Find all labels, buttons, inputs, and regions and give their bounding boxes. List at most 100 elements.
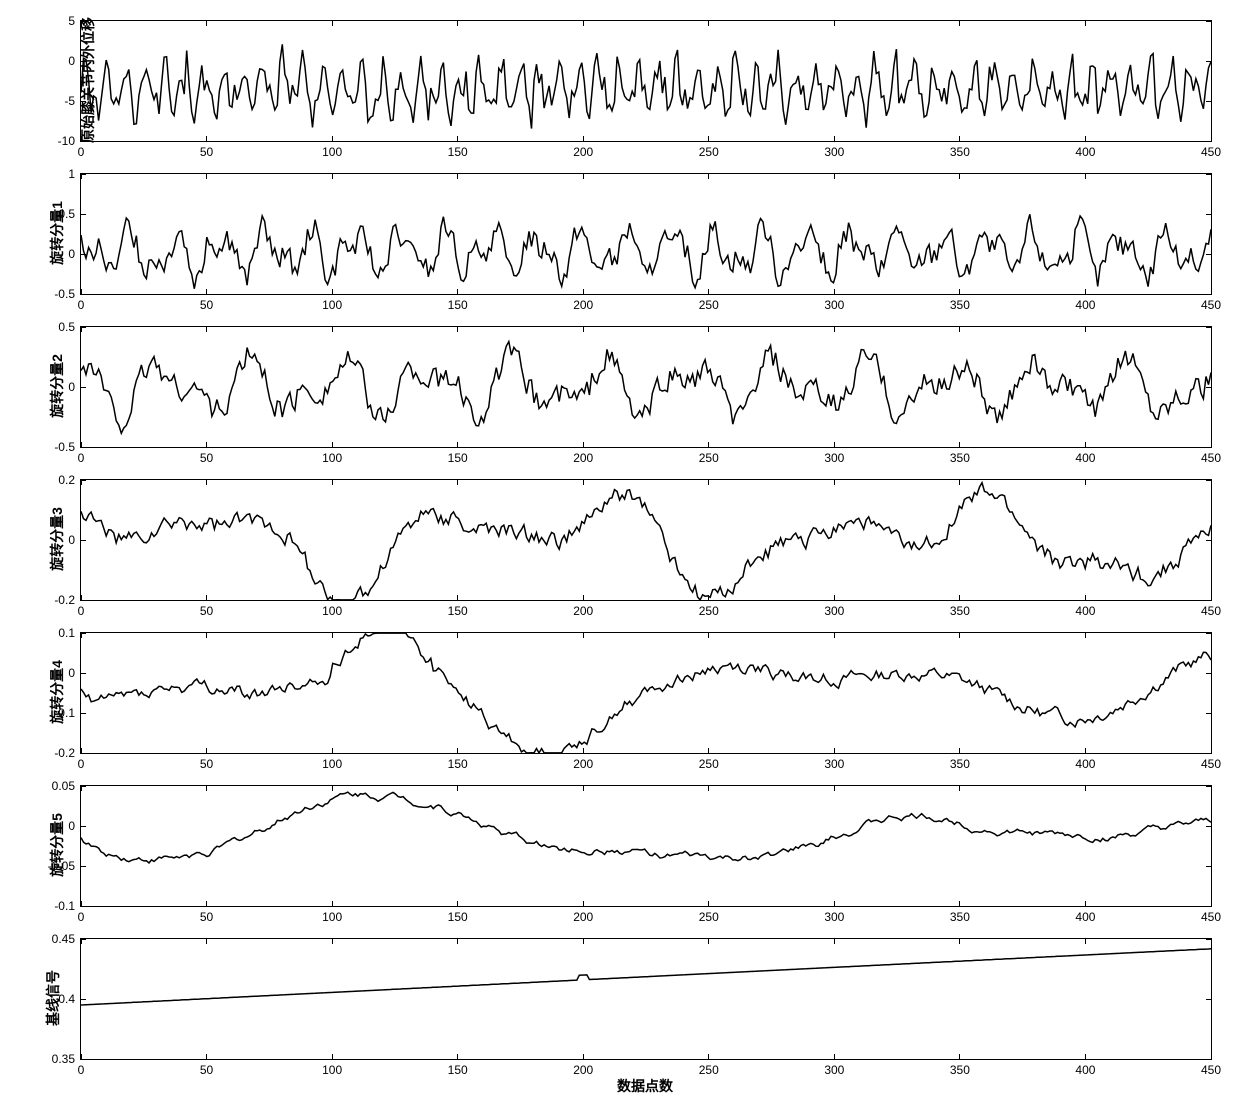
xtick-label: 50 — [200, 145, 213, 159]
line-series — [81, 327, 1211, 447]
plot-area: -0.200.2050100150200250300350400450 — [80, 479, 1212, 601]
xtick-label: 400 — [1075, 604, 1095, 618]
xtick-label: 150 — [448, 910, 468, 924]
ytick-label: -0.5 — [54, 440, 75, 454]
ylabel: 原始膝关节内外位移 — [78, 17, 98, 143]
xtick-label: 150 — [448, 604, 468, 618]
xtick-label: 300 — [824, 910, 844, 924]
xtick-label: 300 — [824, 757, 844, 771]
line-series — [81, 939, 1211, 1059]
xtick-label: 250 — [699, 451, 719, 465]
xtick-label: 100 — [322, 604, 342, 618]
subplot-1: -0.500.51050100150200250300350400450旋转分量… — [80, 173, 1210, 293]
xtick-label: 450 — [1201, 910, 1221, 924]
xtick-label: 350 — [950, 604, 970, 618]
ytick-label: 0 — [68, 666, 75, 680]
xtick-label: 350 — [950, 1063, 970, 1077]
xtick-label: 150 — [448, 757, 468, 771]
ytick-label: 0 — [68, 533, 75, 547]
ylabel: 基线信号 — [43, 970, 63, 1026]
xtick-label: 400 — [1075, 757, 1095, 771]
ytick-label: -0.1 — [54, 899, 75, 913]
xtick-label: 450 — [1201, 451, 1221, 465]
xtick-label: 450 — [1201, 298, 1221, 312]
xlabel: 数据点数 — [617, 1076, 673, 1096]
xtick-label: 0 — [78, 604, 85, 618]
xtick-label: 150 — [448, 451, 468, 465]
ylabel: 旋转分量1 — [47, 201, 67, 265]
plot-area: 0.350.40.45050100150200250300350400450 — [80, 938, 1212, 1060]
ytick-label: 0 — [68, 819, 75, 833]
line-series — [81, 480, 1211, 600]
xtick-label: 0 — [78, 145, 85, 159]
ytick-label: 5 — [68, 14, 75, 28]
xtick-label: 200 — [573, 1063, 593, 1077]
ytick-label: -0.2 — [54, 746, 75, 760]
xtick-label: 0 — [78, 1063, 85, 1077]
ytick-label: 0 — [68, 380, 75, 394]
xtick-label: 150 — [448, 298, 468, 312]
xtick-label: 400 — [1075, 298, 1095, 312]
subplot-3: -0.200.2050100150200250300350400450旋转分量3 — [80, 479, 1210, 599]
plot-area: -0.500.5050100150200250300350400450 — [80, 326, 1212, 448]
xtick-label: 50 — [200, 298, 213, 312]
line-series — [81, 786, 1211, 906]
figure: -10-505050100150200250300350400450原始膝关节内… — [0, 0, 1240, 1102]
xtick-label: 200 — [573, 757, 593, 771]
xtick-label: 450 — [1201, 1063, 1221, 1077]
xtick-label: 100 — [322, 451, 342, 465]
xtick-label: 450 — [1201, 604, 1221, 618]
ytick-label: -0.5 — [54, 287, 75, 301]
xtick-label: 400 — [1075, 910, 1095, 924]
xtick-label: 400 — [1075, 1063, 1095, 1077]
ytick-label: 1 — [68, 167, 75, 181]
xtick-label: 300 — [824, 298, 844, 312]
xtick-label: 0 — [78, 451, 85, 465]
xtick-label: 250 — [699, 910, 719, 924]
ytick-label: 0 — [68, 54, 75, 68]
xtick-label: 100 — [322, 298, 342, 312]
xtick-label: 300 — [824, 145, 844, 159]
xtick-label: 200 — [573, 910, 593, 924]
subplot-2: -0.500.5050100150200250300350400450旋转分量2 — [80, 326, 1210, 446]
xtick-label: 200 — [573, 451, 593, 465]
xtick-label: 350 — [950, 910, 970, 924]
ylabel: 旋转分量4 — [47, 660, 67, 724]
xtick-label: 450 — [1201, 145, 1221, 159]
xtick-label: 450 — [1201, 757, 1221, 771]
ytick-label: 0.5 — [58, 320, 75, 334]
xtick-label: 50 — [200, 910, 213, 924]
xtick-label: 350 — [950, 298, 970, 312]
xtick-label: 250 — [699, 298, 719, 312]
plot-area: -0.2-0.100.1050100150200250300350400450 — [80, 632, 1212, 754]
plot-area: -0.1-0.0500.0505010015020025030035040045… — [80, 785, 1212, 907]
xtick-label: 100 — [322, 145, 342, 159]
xtick-label: 350 — [950, 451, 970, 465]
ytick-label: 0.1 — [58, 626, 75, 640]
ytick-label: 0.45 — [52, 932, 75, 946]
xtick-label: 200 — [573, 145, 593, 159]
ytick-label: 0.05 — [52, 779, 75, 793]
subplot-0: -10-505050100150200250300350400450原始膝关节内… — [80, 20, 1210, 140]
line-series — [81, 174, 1211, 294]
xtick-label: 150 — [448, 145, 468, 159]
ytick-label: -5 — [64, 94, 75, 108]
line-series — [81, 21, 1211, 141]
xtick-label: 0 — [78, 298, 85, 312]
ytick-label: -0.2 — [54, 593, 75, 607]
xtick-label: 50 — [200, 451, 213, 465]
xtick-label: 200 — [573, 604, 593, 618]
xtick-label: 0 — [78, 757, 85, 771]
xtick-label: 250 — [699, 1063, 719, 1077]
ytick-label: 0.2 — [58, 473, 75, 487]
ylabel: 旋转分量5 — [47, 813, 67, 877]
xtick-label: 50 — [200, 757, 213, 771]
xtick-label: 250 — [699, 604, 719, 618]
xtick-label: 150 — [448, 1063, 468, 1077]
xtick-label: 100 — [322, 1063, 342, 1077]
ylabel: 旋转分量2 — [47, 354, 67, 418]
ytick-label: 0 — [68, 247, 75, 261]
xtick-label: 50 — [200, 1063, 213, 1077]
subplot-4: -0.2-0.100.1050100150200250300350400450旋… — [80, 632, 1210, 752]
xtick-label: 400 — [1075, 145, 1095, 159]
